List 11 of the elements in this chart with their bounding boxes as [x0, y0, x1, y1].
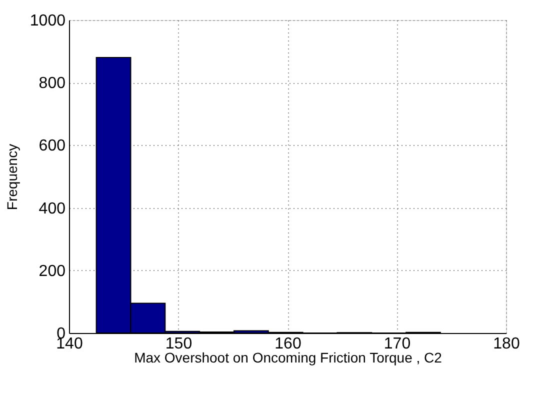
- x-tick-label: 170: [384, 336, 411, 352]
- y-tick-label: 800: [38, 75, 66, 92]
- x-axis-title: Max Overshoot on Oncoming Friction Torque , C2: [134, 350, 442, 366]
- y-tick-label: 200: [38, 262, 66, 280]
- x-tick-label: 160: [274, 336, 302, 352]
- x-tick-label: 180: [493, 336, 520, 352]
- y-tick-label: 1000: [30, 12, 66, 30]
- x-tick-label: 150: [165, 336, 192, 352]
- y-tick-label: 400: [38, 200, 66, 218]
- y-axis-title: Frequency: [4, 144, 20, 210]
- y-tick-label: 600: [38, 138, 66, 155]
